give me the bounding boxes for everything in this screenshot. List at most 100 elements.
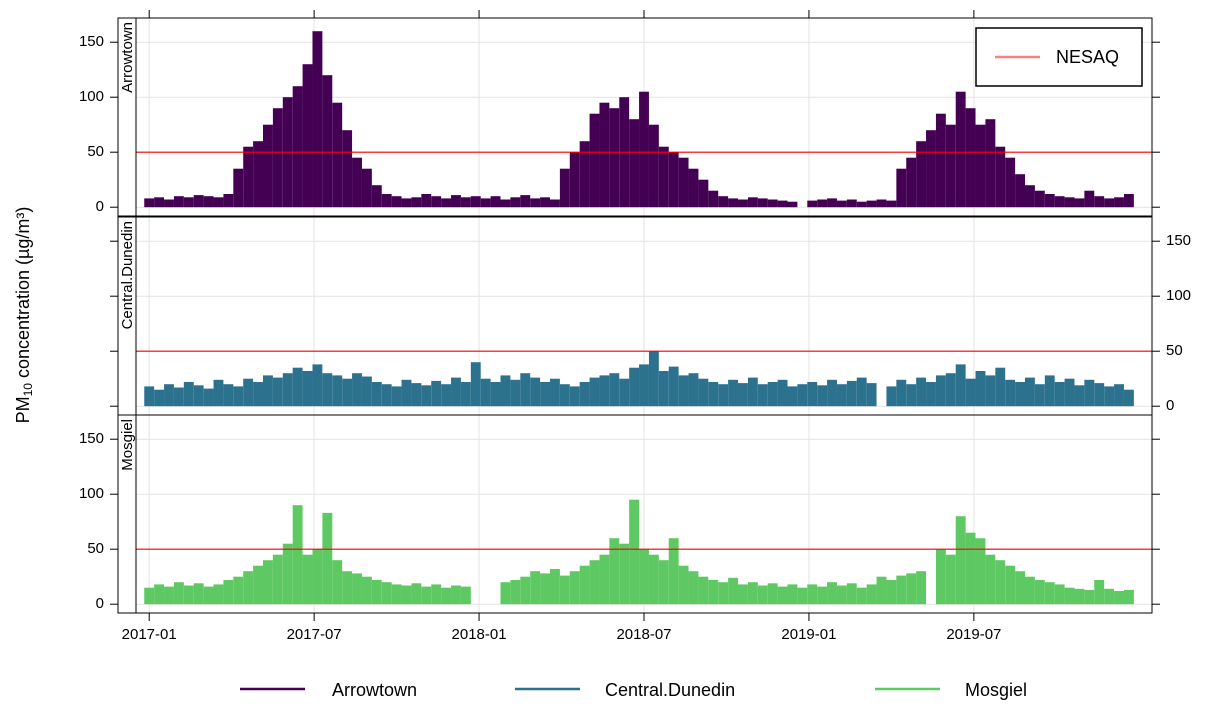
bar xyxy=(955,91,966,208)
bar xyxy=(1104,588,1115,605)
y-tick-label: 150 xyxy=(1166,232,1191,249)
bar xyxy=(777,200,788,208)
bar xyxy=(1005,379,1016,407)
y-tick-label: 100 xyxy=(79,88,104,105)
bar xyxy=(1005,565,1016,605)
bar xyxy=(223,194,234,208)
bar xyxy=(678,375,689,407)
bar xyxy=(639,91,649,208)
strip-label: Central.Dunedin xyxy=(119,221,136,329)
bar xyxy=(441,587,452,605)
bar xyxy=(688,571,699,605)
bar xyxy=(164,384,174,407)
bar xyxy=(559,384,570,407)
bar xyxy=(460,382,471,407)
bar xyxy=(985,119,996,208)
bar xyxy=(342,571,353,605)
strip-label: Mosgiel xyxy=(119,419,136,471)
bar xyxy=(747,377,758,407)
bar xyxy=(154,197,165,208)
bar xyxy=(846,583,857,605)
bar xyxy=(945,124,956,208)
bar xyxy=(223,384,234,407)
bar xyxy=(896,168,907,208)
bar xyxy=(1084,190,1095,208)
bar xyxy=(619,378,630,407)
x-tick-label: 2018-01 xyxy=(452,626,507,643)
bar xyxy=(233,576,244,605)
bar xyxy=(767,199,778,208)
bar xyxy=(698,378,709,407)
bar xyxy=(1015,174,1025,208)
bar xyxy=(876,576,887,605)
bar xyxy=(609,108,620,208)
bar xyxy=(441,384,452,407)
bar xyxy=(955,364,966,407)
bar xyxy=(1104,198,1115,208)
bar xyxy=(173,387,184,407)
bar xyxy=(332,102,343,208)
bar xyxy=(223,580,234,605)
bar xyxy=(589,113,600,208)
bar xyxy=(688,168,699,208)
bar xyxy=(1034,384,1045,407)
bar xyxy=(688,373,699,407)
bar xyxy=(757,585,768,605)
bar xyxy=(421,586,432,605)
y-tick-label: 150 xyxy=(79,430,104,447)
bar xyxy=(263,375,273,407)
bar xyxy=(381,384,392,407)
bar xyxy=(757,384,768,407)
bar xyxy=(668,152,679,208)
bar xyxy=(658,560,669,605)
bar xyxy=(995,560,1006,605)
bar xyxy=(470,196,481,208)
bar xyxy=(421,194,432,208)
bar xyxy=(421,385,432,407)
bar xyxy=(1094,580,1105,605)
bar xyxy=(1044,194,1055,208)
bar xyxy=(292,505,303,605)
bar xyxy=(609,373,620,407)
bar xyxy=(460,586,471,605)
bar xyxy=(648,554,659,605)
bar xyxy=(757,198,768,208)
bar xyxy=(213,197,224,208)
bar xyxy=(342,130,353,208)
bar xyxy=(1084,379,1095,407)
bar xyxy=(886,200,897,208)
bar xyxy=(1074,588,1085,605)
bar xyxy=(183,585,194,605)
bar xyxy=(599,102,610,208)
bar xyxy=(975,371,986,407)
bar xyxy=(520,576,531,605)
bar xyxy=(1015,571,1025,605)
bar xyxy=(1064,378,1075,407)
legend-label: Arrowtown xyxy=(332,680,417,700)
bar xyxy=(906,384,917,407)
bar xyxy=(193,583,204,605)
bar xyxy=(451,377,461,407)
bar xyxy=(1044,582,1055,605)
bar xyxy=(747,197,758,208)
bar xyxy=(896,379,907,407)
bar xyxy=(302,371,313,407)
bar xyxy=(154,389,165,407)
bar xyxy=(728,379,739,407)
bar xyxy=(530,198,541,208)
y-tick-label: 50 xyxy=(87,143,104,160)
bar xyxy=(233,386,244,407)
bar xyxy=(629,119,640,208)
bar xyxy=(777,379,788,407)
bar xyxy=(856,377,867,407)
bar xyxy=(371,185,382,208)
bar xyxy=(728,198,739,208)
bar xyxy=(836,200,847,208)
bar xyxy=(668,366,679,407)
bar xyxy=(896,575,907,605)
bar xyxy=(480,378,491,407)
bar xyxy=(916,571,927,605)
x-tick-label: 2018-07 xyxy=(616,626,671,643)
bar xyxy=(490,196,501,208)
bar xyxy=(381,582,392,605)
